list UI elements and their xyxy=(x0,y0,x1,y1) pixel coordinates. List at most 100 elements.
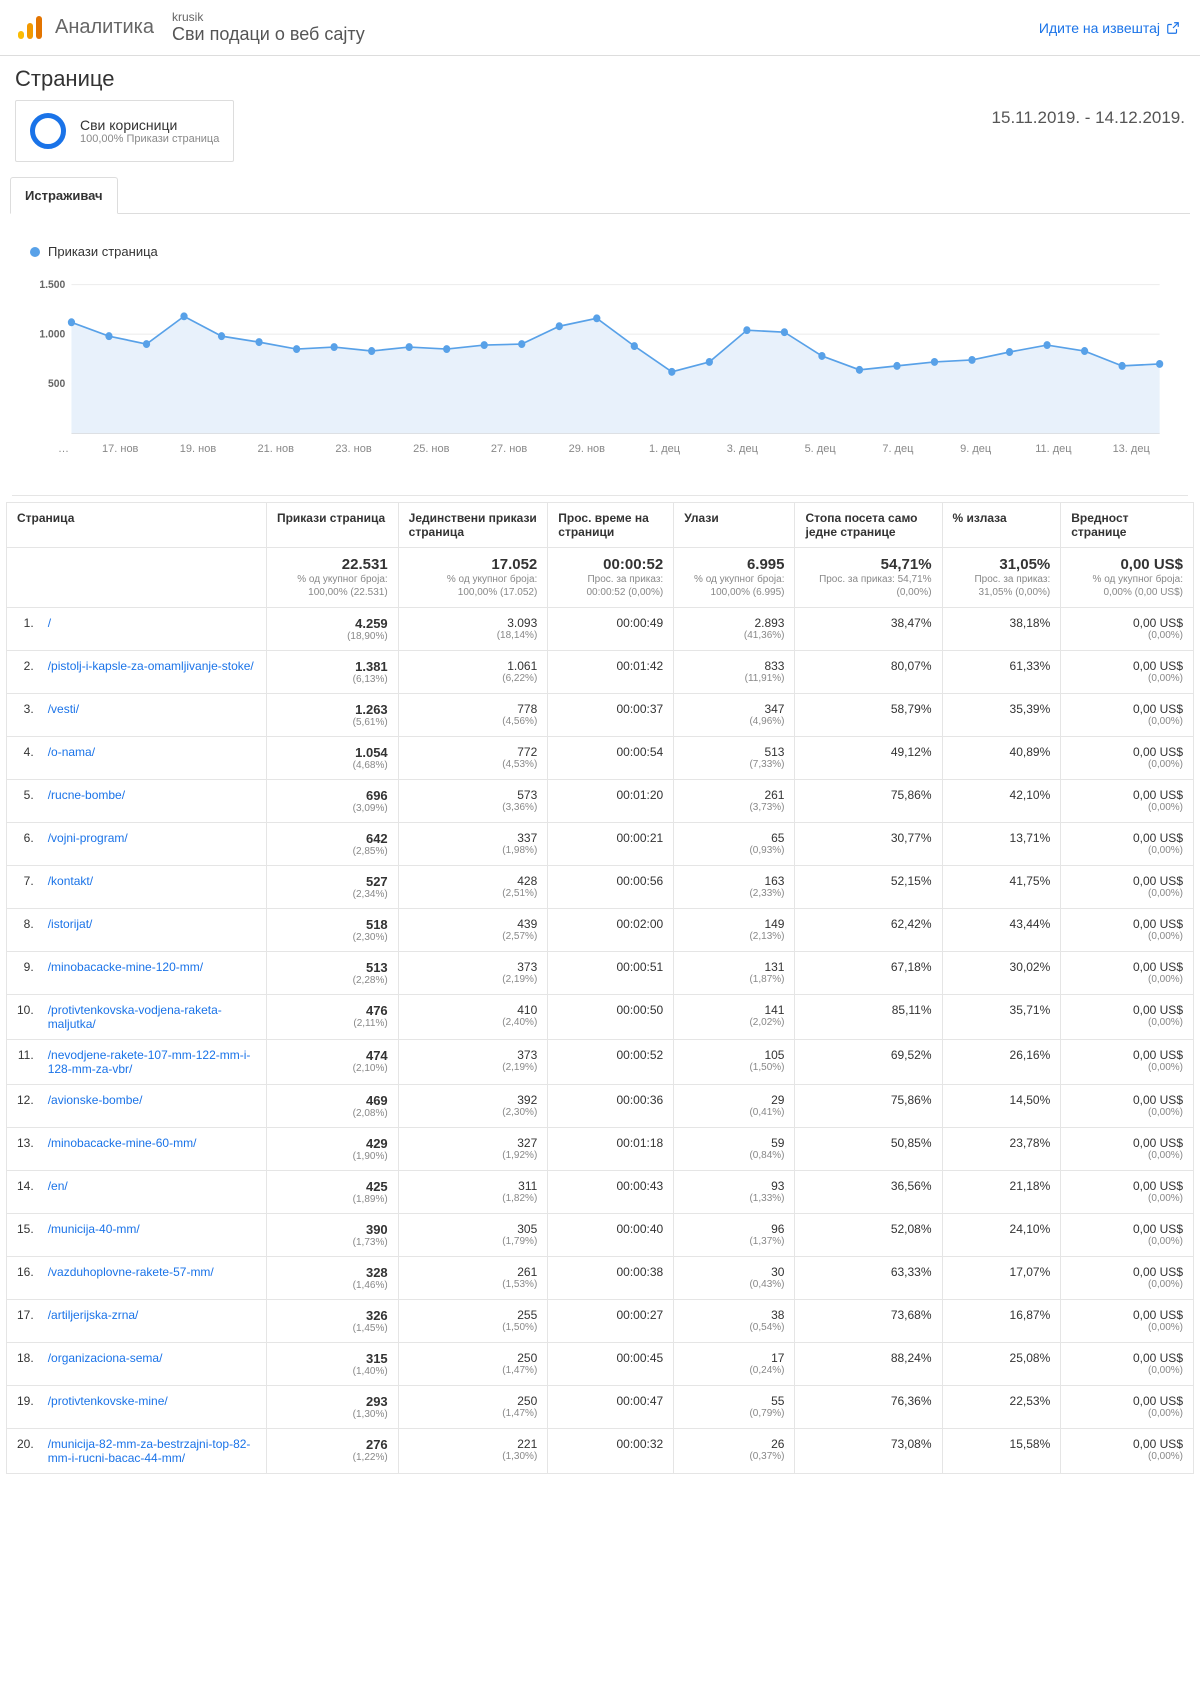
row-page: /municija-40-mm/ xyxy=(38,1214,267,1257)
row-entrances: 38(0,54%) xyxy=(674,1300,795,1343)
col-pageviews[interactable]: Прикази страница xyxy=(266,503,398,548)
segment-row: Сви корисници 100,00% Прикази страница 1… xyxy=(0,100,1200,177)
row-index: 10. xyxy=(7,995,38,1040)
row-pageviews: 474(2,10%) xyxy=(266,1040,398,1085)
row-exit: 41,75% xyxy=(942,866,1061,909)
row-page: /vojni-program/ xyxy=(38,823,267,866)
row-pageviews: 390(1,73%) xyxy=(266,1214,398,1257)
row-unique: 250(1,47%) xyxy=(398,1343,548,1386)
row-value: 0,00 US$(0,00%) xyxy=(1061,866,1194,909)
table-row: 15./municija-40-mm/390(1,73%)305(1,79%)0… xyxy=(7,1214,1194,1257)
row-value: 0,00 US$(0,00%) xyxy=(1061,780,1194,823)
row-page: /avionske-bombe/ xyxy=(38,1085,267,1128)
row-pageviews: 326(1,45%) xyxy=(266,1300,398,1343)
row-value: 0,00 US$(0,00%) xyxy=(1061,1343,1194,1386)
page-link[interactable]: /municija-82-mm-za-bestrzajni-top-82-mm-… xyxy=(48,1437,251,1465)
chart-xlabel: … xyxy=(58,443,81,455)
page-link[interactable]: /en/ xyxy=(48,1179,68,1193)
col-value[interactable]: Вредност странице xyxy=(1061,503,1194,548)
row-value: 0,00 US$(0,00%) xyxy=(1061,608,1194,651)
table-row: 17./artiljerijska-zrna/326(1,45%)255(1,5… xyxy=(7,1300,1194,1343)
row-pageviews: 1.054(4,68%) xyxy=(266,737,398,780)
row-index: 18. xyxy=(7,1343,38,1386)
page-link[interactable]: /vesti/ xyxy=(48,702,79,716)
account-block[interactable]: krusik Сви подаци о веб сајту xyxy=(172,10,365,45)
page-link[interactable]: /organizaciona-sema/ xyxy=(48,1351,163,1365)
row-avgtime: 00:00:50 xyxy=(548,995,674,1040)
page-link[interactable]: /minobacacke-mine-120-mm/ xyxy=(48,960,203,974)
col-bounce[interactable]: Стопа посета само једне странице xyxy=(795,503,942,548)
row-value: 0,00 US$(0,00%) xyxy=(1061,1257,1194,1300)
row-value: 0,00 US$(0,00%) xyxy=(1061,909,1194,952)
row-avgtime: 00:00:45 xyxy=(548,1343,674,1386)
page-link[interactable]: /protivtenkovske-mine/ xyxy=(48,1394,168,1408)
page-link[interactable]: /vazduhoplovne-rakete-57-mm/ xyxy=(48,1265,214,1279)
table-row: 13./minobacacke-mine-60-mm/429(1,90%)327… xyxy=(7,1128,1194,1171)
row-bounce: 62,42% xyxy=(795,909,942,952)
row-index: 15. xyxy=(7,1214,38,1257)
col-unique[interactable]: Јединствени прикази страница xyxy=(398,503,548,548)
page-link[interactable]: /pistolj-i-kapsle-za-omamljivanje-stoke/ xyxy=(48,659,254,673)
chart-xlabel: 1. дец xyxy=(626,443,704,455)
row-avgtime: 00:00:27 xyxy=(548,1300,674,1343)
page-link[interactable]: /nevodjene-rakete-107-mm-122-mm-i-128-mm… xyxy=(48,1048,251,1076)
pages-table: Страница Прикази страница Јединствени пр… xyxy=(6,502,1194,1474)
row-index: 9. xyxy=(7,952,38,995)
row-entrances: 29(0,41%) xyxy=(674,1085,795,1128)
row-pageviews: 425(1,89%) xyxy=(266,1171,398,1214)
page-link[interactable]: /municija-40-mm/ xyxy=(48,1222,140,1236)
summary-entrances: 6.995% од укупног броја: 100,00% (6.995) xyxy=(674,548,795,608)
page-link[interactable]: /protivtenkovska-vodjena-raketa-maljutka… xyxy=(48,1003,222,1031)
page-link[interactable]: /minobacacke-mine-60-mm/ xyxy=(48,1136,197,1150)
row-unique: 772(4,53%) xyxy=(398,737,548,780)
row-value: 0,00 US$(0,00%) xyxy=(1061,1386,1194,1429)
page-link[interactable]: /vojni-program/ xyxy=(48,831,128,845)
table-row: 20./municija-82-mm-za-bestrzajni-top-82-… xyxy=(7,1429,1194,1474)
page-link[interactable]: /artiljerijska-zrna/ xyxy=(48,1308,139,1322)
go-to-report-link[interactable]: Идите на извештај xyxy=(1039,20,1180,36)
row-bounce: 50,85% xyxy=(795,1128,942,1171)
chart-xlabel: 9. дец xyxy=(937,443,1015,455)
page-link[interactable]: /kontakt/ xyxy=(48,874,93,888)
row-exit: 30,02% xyxy=(942,952,1061,995)
row-page: /istorijat/ xyxy=(38,909,267,952)
chart-xlabel: 19. нов xyxy=(159,443,237,455)
chart-area: Прикази страница 1.5001.000500 …17. нов1… xyxy=(0,214,1200,465)
tab-explorer[interactable]: Истраживач xyxy=(10,177,118,214)
row-unique: 1.061(6,22%) xyxy=(398,651,548,694)
line-chart[interactable]: 1.5001.000500 xyxy=(30,269,1170,439)
row-entrances: 2.893(41,36%) xyxy=(674,608,795,651)
date-range[interactable]: 15.11.2019. - 14.12.2019. xyxy=(992,100,1185,128)
chart-legend[interactable]: Прикази страница xyxy=(30,244,1170,259)
row-bounce: 69,52% xyxy=(795,1040,942,1085)
page-link[interactable]: /o-nama/ xyxy=(48,745,95,759)
chart-xlabels: …17. нов19. нов21. нов23. нов25. нов27. … xyxy=(30,439,1170,455)
page-link[interactable]: /avionske-bombe/ xyxy=(48,1093,143,1107)
col-page[interactable]: Страница xyxy=(7,503,267,548)
summary-pageviews: 22.531% од укупног броја: 100,00% (22.53… xyxy=(266,548,398,608)
col-avgtime[interactable]: Прос. време на страници xyxy=(548,503,674,548)
segment-box[interactable]: Сви корисници 100,00% Прикази страница xyxy=(15,100,234,162)
page-link[interactable]: / xyxy=(48,616,51,630)
row-entrances: 30(0,43%) xyxy=(674,1257,795,1300)
row-avgtime: 00:00:32 xyxy=(548,1429,674,1474)
row-entrances: 59(0,84%) xyxy=(674,1128,795,1171)
tabbar: Истраживач xyxy=(10,177,1190,214)
row-avgtime: 00:01:18 xyxy=(548,1128,674,1171)
col-exit[interactable]: % излаза xyxy=(942,503,1061,548)
row-entrances: 149(2,13%) xyxy=(674,909,795,952)
col-entrances[interactable]: Улази xyxy=(674,503,795,548)
page-link[interactable]: /istorijat/ xyxy=(48,917,93,931)
row-entrances: 93(1,33%) xyxy=(674,1171,795,1214)
row-unique: 261(1,53%) xyxy=(398,1257,548,1300)
page-link[interactable]: /rucne-bombe/ xyxy=(48,788,125,802)
row-avgtime: 00:00:54 xyxy=(548,737,674,780)
row-bounce: 30,77% xyxy=(795,823,942,866)
go-to-report-label: Идите на извештај xyxy=(1039,20,1160,36)
table-body: 1./4.259(18,90%)3.093(18,14%)00:00:492.8… xyxy=(7,608,1194,1474)
row-index: 14. xyxy=(7,1171,38,1214)
row-index: 1. xyxy=(7,608,38,651)
row-exit: 61,33% xyxy=(942,651,1061,694)
row-value: 0,00 US$(0,00%) xyxy=(1061,694,1194,737)
divider xyxy=(12,495,1188,496)
